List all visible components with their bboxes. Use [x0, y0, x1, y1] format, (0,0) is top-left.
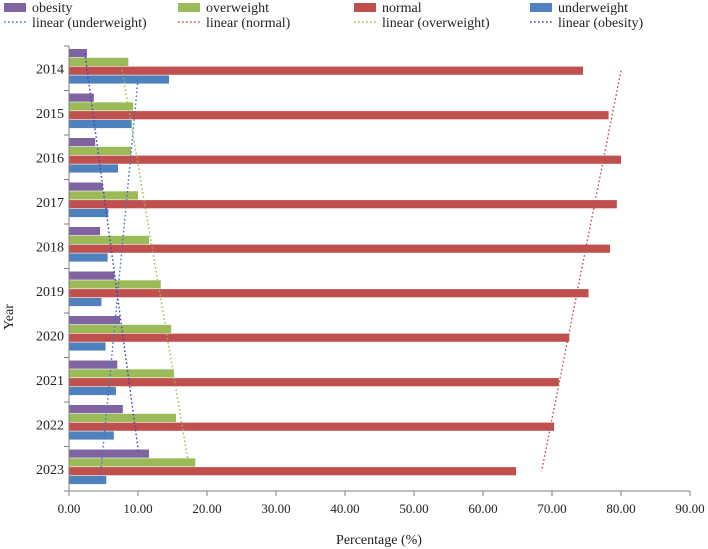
bar-obesity-2016	[69, 138, 96, 147]
y-tick-label: 2023	[36, 463, 64, 478]
x-tick-label: 60.00	[468, 501, 497, 516]
bar-overweight-2018	[69, 235, 150, 244]
y-tick-label: 2014	[36, 62, 64, 77]
bar-normal-2020	[69, 333, 570, 342]
bar-overweight-2021	[69, 369, 174, 378]
bar-underweight-2023	[69, 475, 107, 485]
legend-label-normal: normal	[382, 1, 422, 16]
bar-obesity-2019	[69, 271, 115, 280]
legend-label-trendline: linear (overweight)	[382, 16, 490, 31]
bar-underweight-2020	[69, 342, 106, 351]
bar-overweight-2022	[69, 413, 176, 422]
x-tick-label: 20.00	[192, 501, 221, 516]
bars	[69, 49, 621, 485]
bar-normal-2023	[69, 467, 517, 476]
trendline-overweight	[120, 61, 190, 463]
bar-underweight-2018	[69, 253, 108, 262]
bar-normal-2015	[69, 111, 609, 120]
x-tick-label: 50.00	[399, 501, 428, 516]
bar-overweight-2017	[69, 191, 138, 200]
bar-obesity-2017	[69, 182, 103, 191]
bar-underweight-2019	[69, 297, 102, 307]
bar-obesity-2020	[69, 316, 121, 325]
legend-swatch-underweight	[530, 3, 552, 12]
bar-overweight-2015	[69, 102, 134, 111]
trendlines	[84, 53, 622, 481]
bar-overweight-2014	[69, 57, 129, 66]
bar-obesity-2022	[69, 405, 123, 414]
trendline-underweight	[99, 79, 139, 481]
bar-obesity-2018	[69, 227, 101, 236]
x-tick-label: 0.00	[58, 501, 81, 516]
bar-underweight-2017	[69, 208, 109, 218]
bar-obesity-2015	[69, 93, 94, 102]
x-tick-label: 40.00	[330, 501, 359, 516]
bar-normal-2017	[69, 200, 617, 209]
axes: 2014 2015 2016 2017 2018 2019 2020 2021 2022 2023…	[36, 45, 705, 516]
legend-label-trendline: linear (underweight)	[32, 16, 147, 31]
x-axis-title: Percentage (%)	[336, 533, 422, 548]
bar-normal-2018	[69, 244, 610, 253]
y-tick-label: 2018	[36, 240, 64, 255]
x-tick-label: 90.00	[675, 501, 704, 516]
legend-swatch-overweight	[178, 3, 200, 12]
x-tick-label: 10.00	[123, 501, 152, 516]
bar-overweight-2019	[69, 280, 161, 289]
bar-normal-2021	[69, 378, 559, 387]
legend-label-obesity: obesity	[32, 1, 72, 16]
bar-overweight-2016	[69, 146, 132, 155]
bar-obesity-2014	[69, 49, 87, 58]
legend-swatch-obesity	[4, 3, 26, 12]
y-tick-label: 2017	[36, 196, 64, 211]
legend-label-overweight: overweight	[206, 1, 269, 16]
bar-normal-2019	[69, 289, 589, 298]
y-tick-label: 2021	[36, 374, 64, 389]
x-tick-label: 70.00	[537, 501, 566, 516]
y-tick-label: 2022	[36, 418, 64, 433]
bar-obesity-2021	[69, 360, 118, 369]
y-axis-title: Year	[2, 304, 17, 330]
bar-underweight-2021	[69, 386, 116, 396]
legend-label-trendline: linear (obesity)	[558, 16, 643, 31]
x-tick-label: 80.00	[606, 501, 635, 516]
bar-normal-2014	[69, 66, 584, 75]
y-tick-label: 2020	[36, 329, 64, 344]
bar-obesity-2023	[69, 449, 150, 458]
bar-overweight-2020	[69, 324, 172, 333]
bar-normal-2022	[69, 422, 555, 431]
bar-underweight-2014	[69, 75, 170, 84]
x-tick-label: 30.00	[261, 501, 290, 516]
legend: obesity overweight normal underweightlinear…	[4, 1, 643, 31]
legend-label-underweight: underweight	[558, 1, 628, 16]
bar-normal-2016	[69, 155, 621, 164]
bar-underweight-2016	[69, 164, 118, 173]
legend-swatch-normal	[354, 3, 376, 12]
bar-underweight-2022	[69, 431, 114, 440]
bar-underweight-2015	[69, 119, 132, 129]
trendline-normal	[540, 70, 622, 472]
y-tick-label: 2016	[36, 151, 64, 166]
legend-label-trendline: linear (normal)	[206, 16, 291, 31]
bar-overweight-2023	[69, 458, 196, 467]
y-tick-label: 2019	[36, 285, 64, 300]
y-tick-label: 2015	[36, 107, 64, 122]
trendline-obesity	[84, 53, 140, 454]
